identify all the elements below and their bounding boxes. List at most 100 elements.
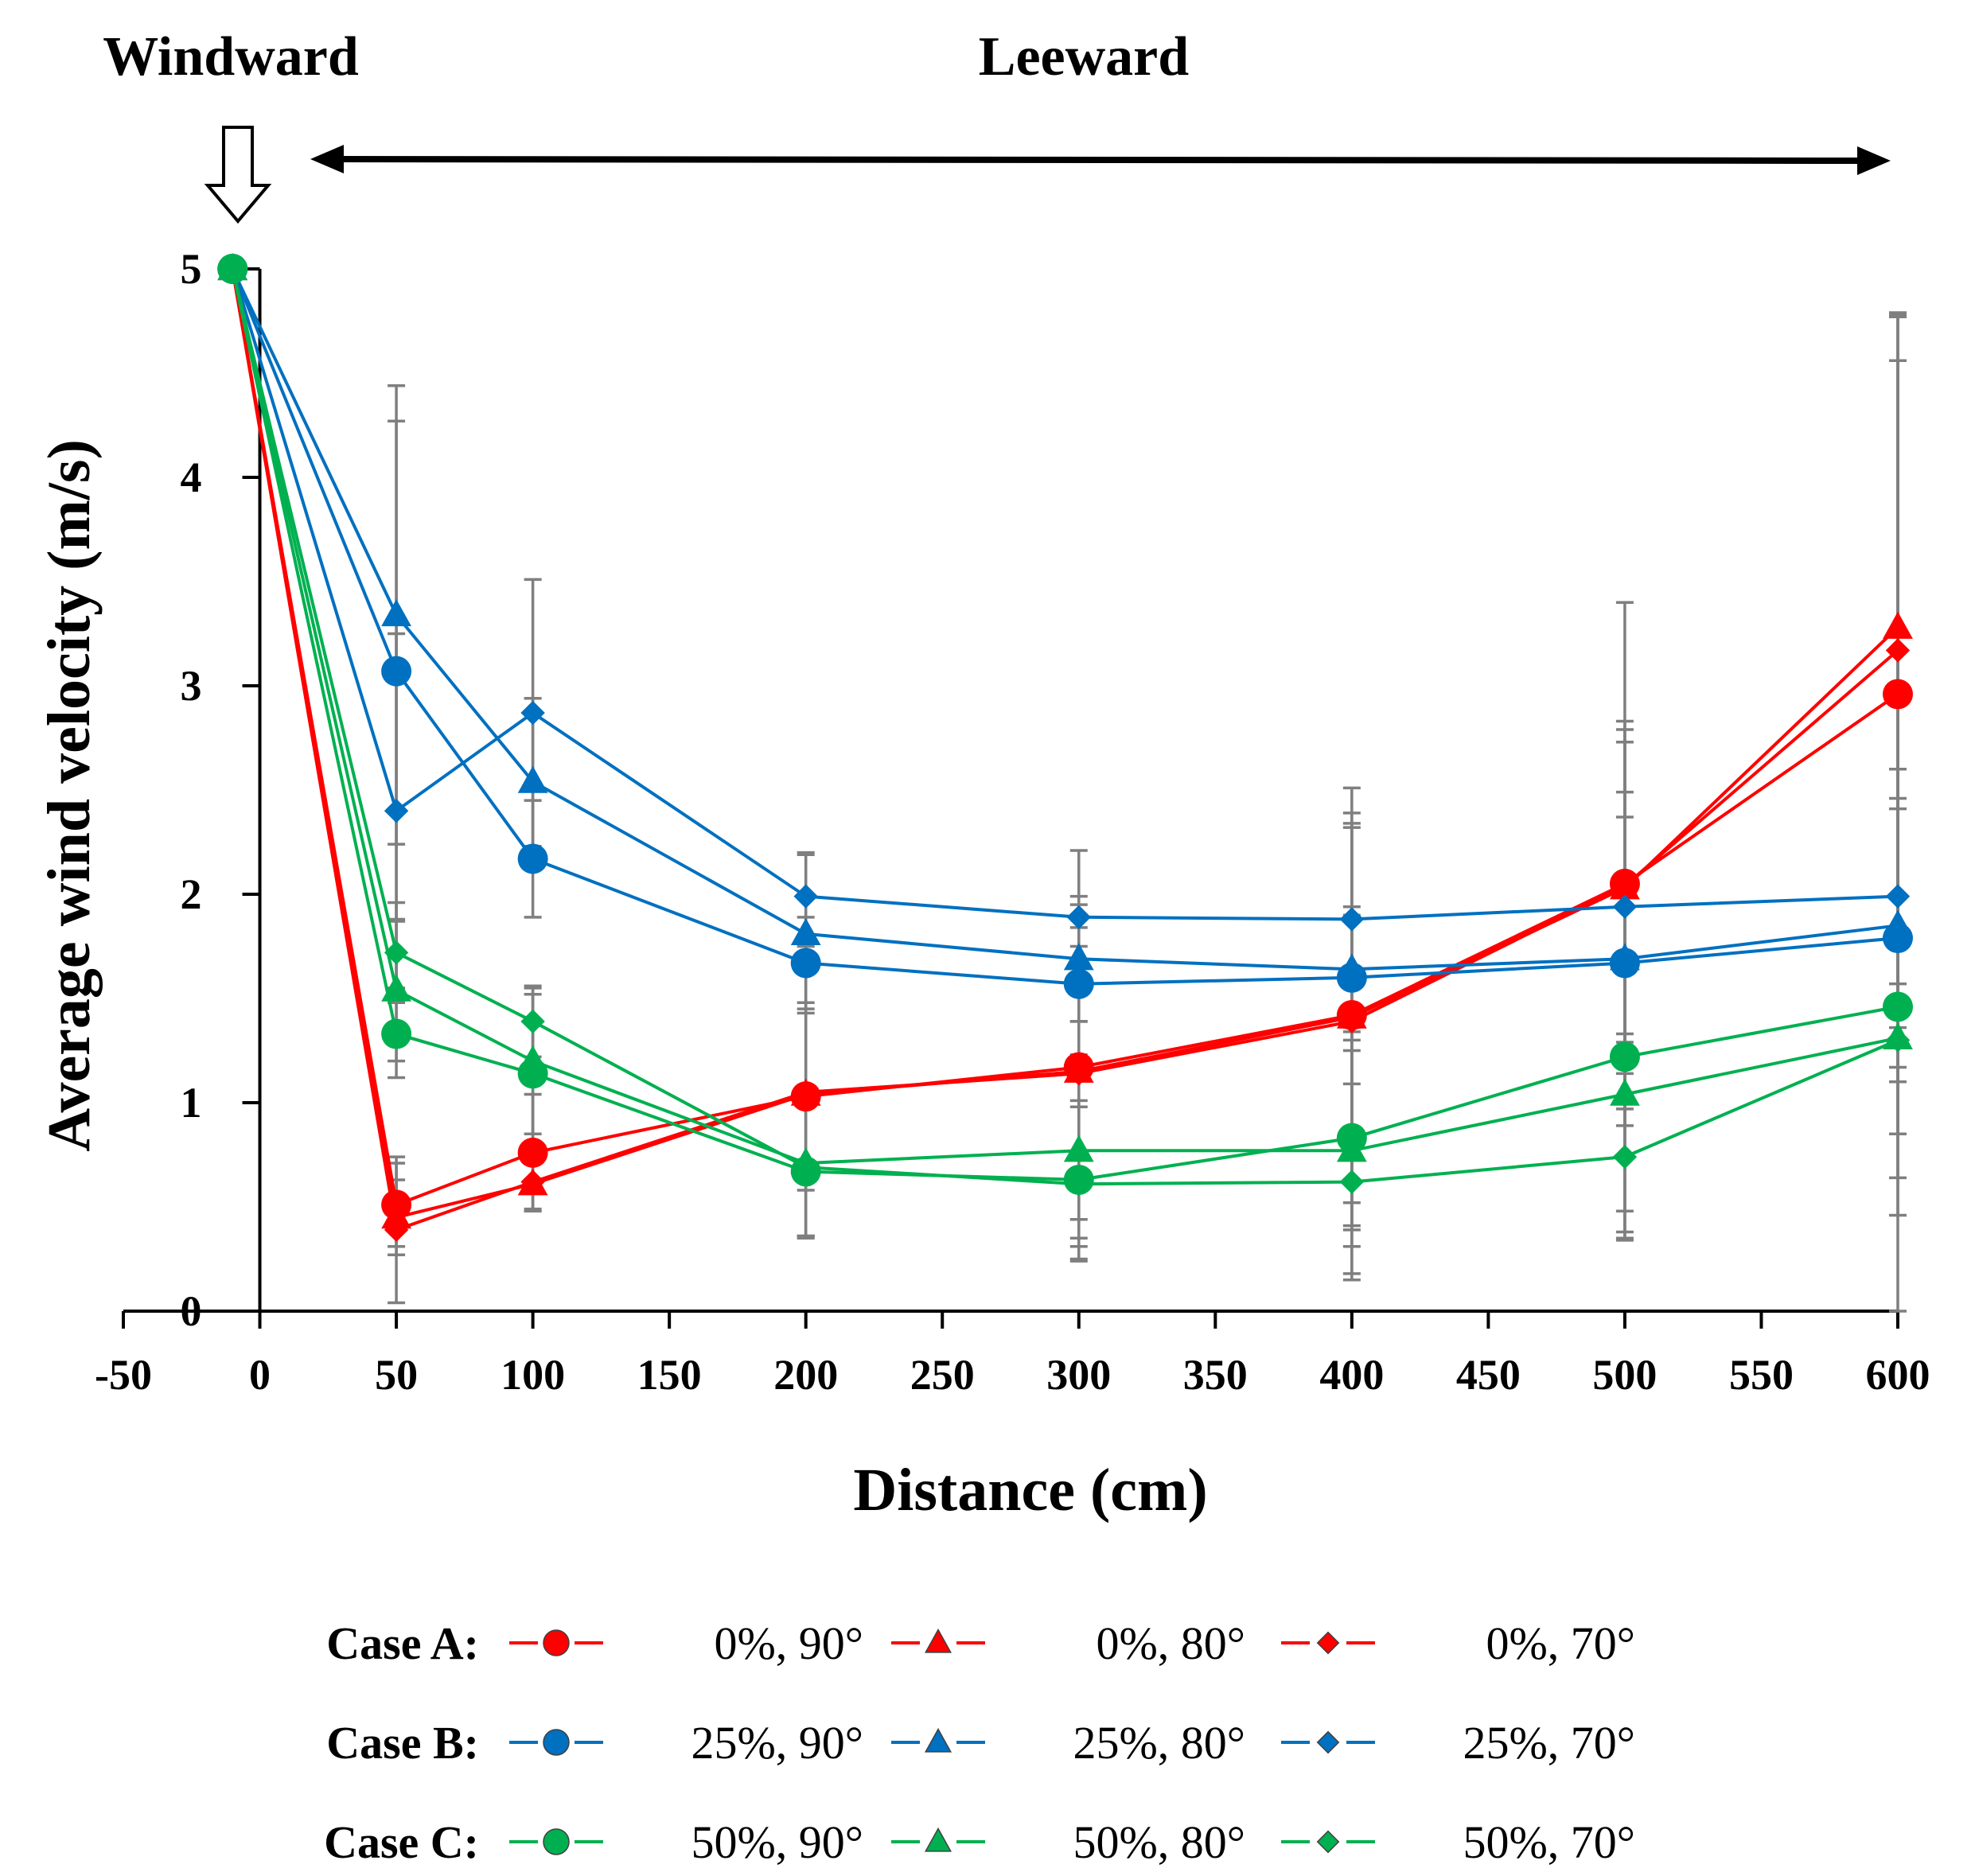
legend-entry-label: 0%, 80°	[1096, 1617, 1245, 1669]
legend-case-label: Case C:	[324, 1816, 479, 1868]
legend-entry-label: 0%, 70°	[1486, 1617, 1635, 1669]
data-point	[1339, 907, 1365, 932]
legend-case-label: Case B:	[326, 1717, 479, 1769]
y-axis-title: Average wind velocity (m/s)	[36, 439, 103, 1152]
legend-marker	[924, 1628, 952, 1653]
data-point	[1066, 1061, 1091, 1086]
data-point	[1885, 1028, 1911, 1053]
data-point	[517, 843, 548, 874]
legend-marker	[543, 1629, 570, 1656]
legend-marker	[1316, 1830, 1340, 1854]
data-point	[1063, 968, 1094, 999]
x-tick-label: 550	[1729, 1351, 1794, 1399]
data-point	[790, 917, 821, 945]
legend-entry-label: 25%, 70°	[1463, 1717, 1635, 1769]
data-point	[793, 884, 818, 909]
data-point	[1612, 894, 1638, 919]
data-point	[520, 1170, 545, 1194]
x-tick-label: 500	[1592, 1351, 1657, 1399]
x-tick-label: 100	[501, 1351, 565, 1399]
leeward-label: Leeward	[979, 26, 1189, 88]
data-point	[381, 1201, 411, 1229]
data-point	[1063, 943, 1094, 971]
data-point	[520, 1009, 545, 1034]
data-point	[520, 700, 545, 726]
data-point	[1610, 1078, 1640, 1106]
data-point	[1883, 611, 1913, 639]
legend-entry-label: 50%, 70°	[1463, 1816, 1635, 1868]
data-point	[1883, 679, 1913, 710]
data-point	[1610, 943, 1640, 971]
legend-marker	[543, 1828, 570, 1855]
data-point	[1339, 1009, 1365, 1034]
windward-arrow-icon	[204, 126, 272, 224]
data-point	[1336, 1135, 1367, 1162]
data-point	[1339, 1170, 1365, 1194]
series-line	[231, 268, 1899, 986]
y-tick-label: 1	[181, 1079, 202, 1127]
data-point	[384, 799, 409, 823]
data-point	[793, 1080, 818, 1105]
data-point	[381, 1018, 412, 1049]
x-tick-label: 400	[1319, 1351, 1384, 1399]
legend-marker	[543, 1729, 570, 1756]
series-line	[231, 268, 1899, 1186]
x-tick-label: 300	[1046, 1351, 1111, 1399]
data-point	[1885, 638, 1911, 663]
x-tick-label: 150	[637, 1351, 702, 1399]
data-point	[1609, 1041, 1640, 1072]
x-tick-label: 350	[1183, 1351, 1248, 1399]
data-point	[381, 656, 412, 687]
legend-marker	[924, 1827, 952, 1852]
series-markers	[217, 253, 1913, 1243]
data-point	[1066, 1171, 1091, 1197]
x-tick-label: 250	[910, 1351, 975, 1399]
legend-entry-label: 0%, 90°	[714, 1617, 863, 1669]
arrowhead-right-icon	[1857, 146, 1891, 175]
data-point	[793, 1155, 818, 1180]
data-point	[1336, 953, 1367, 981]
data-point	[381, 599, 411, 627]
data-point	[517, 1045, 548, 1072]
series-lines	[231, 268, 1899, 1232]
y-tick-label: 0	[181, 1287, 202, 1335]
data-point	[517, 1137, 548, 1168]
legend-entry-label: 50%, 90°	[691, 1816, 863, 1868]
data-point	[1883, 909, 1913, 937]
legend: Case A: 0%, 90° 0%, 80° 0%, 70° Case B: 25%, …	[324, 1617, 1635, 1868]
data-point	[384, 1217, 409, 1243]
x-axis-title: Distance (cm)	[853, 1457, 1207, 1524]
data-point	[1612, 874, 1638, 898]
data-point	[1883, 991, 1913, 1022]
x-tick-label: -50	[95, 1351, 152, 1399]
series-line	[231, 268, 1899, 971]
data-point	[220, 256, 245, 282]
data-point	[517, 765, 548, 793]
y-tick-label: 2	[181, 870, 202, 918]
series-line	[231, 268, 1899, 1166]
legend-marker	[924, 1727, 952, 1753]
legend-case-label: Case A:	[326, 1617, 479, 1669]
series-line	[231, 268, 1899, 1181]
x-tick-label: 450	[1456, 1351, 1521, 1399]
data-point	[1612, 1144, 1638, 1170]
data-point	[1885, 884, 1911, 909]
error-bars	[388, 311, 1907, 1313]
data-point	[384, 940, 409, 965]
x-tick-label: 0	[249, 1351, 271, 1399]
windward-label: Windward	[103, 26, 359, 88]
x-tick-label: 200	[773, 1351, 838, 1399]
data-point	[1063, 1135, 1094, 1162]
y-tick-label: 5	[181, 245, 202, 293]
series-layer	[217, 253, 1913, 1313]
data-point	[1066, 905, 1091, 930]
legend-marker	[1316, 1631, 1340, 1655]
legend-entry-label: 50%, 80°	[1073, 1816, 1245, 1868]
x-tick-label: 50	[375, 1351, 418, 1399]
data-point	[790, 948, 821, 979]
y-tick-label: 4	[181, 453, 202, 501]
series-line	[231, 268, 1899, 921]
arrowhead-left-icon	[310, 145, 344, 173]
legend-entry-label: 25%, 80°	[1073, 1717, 1245, 1769]
